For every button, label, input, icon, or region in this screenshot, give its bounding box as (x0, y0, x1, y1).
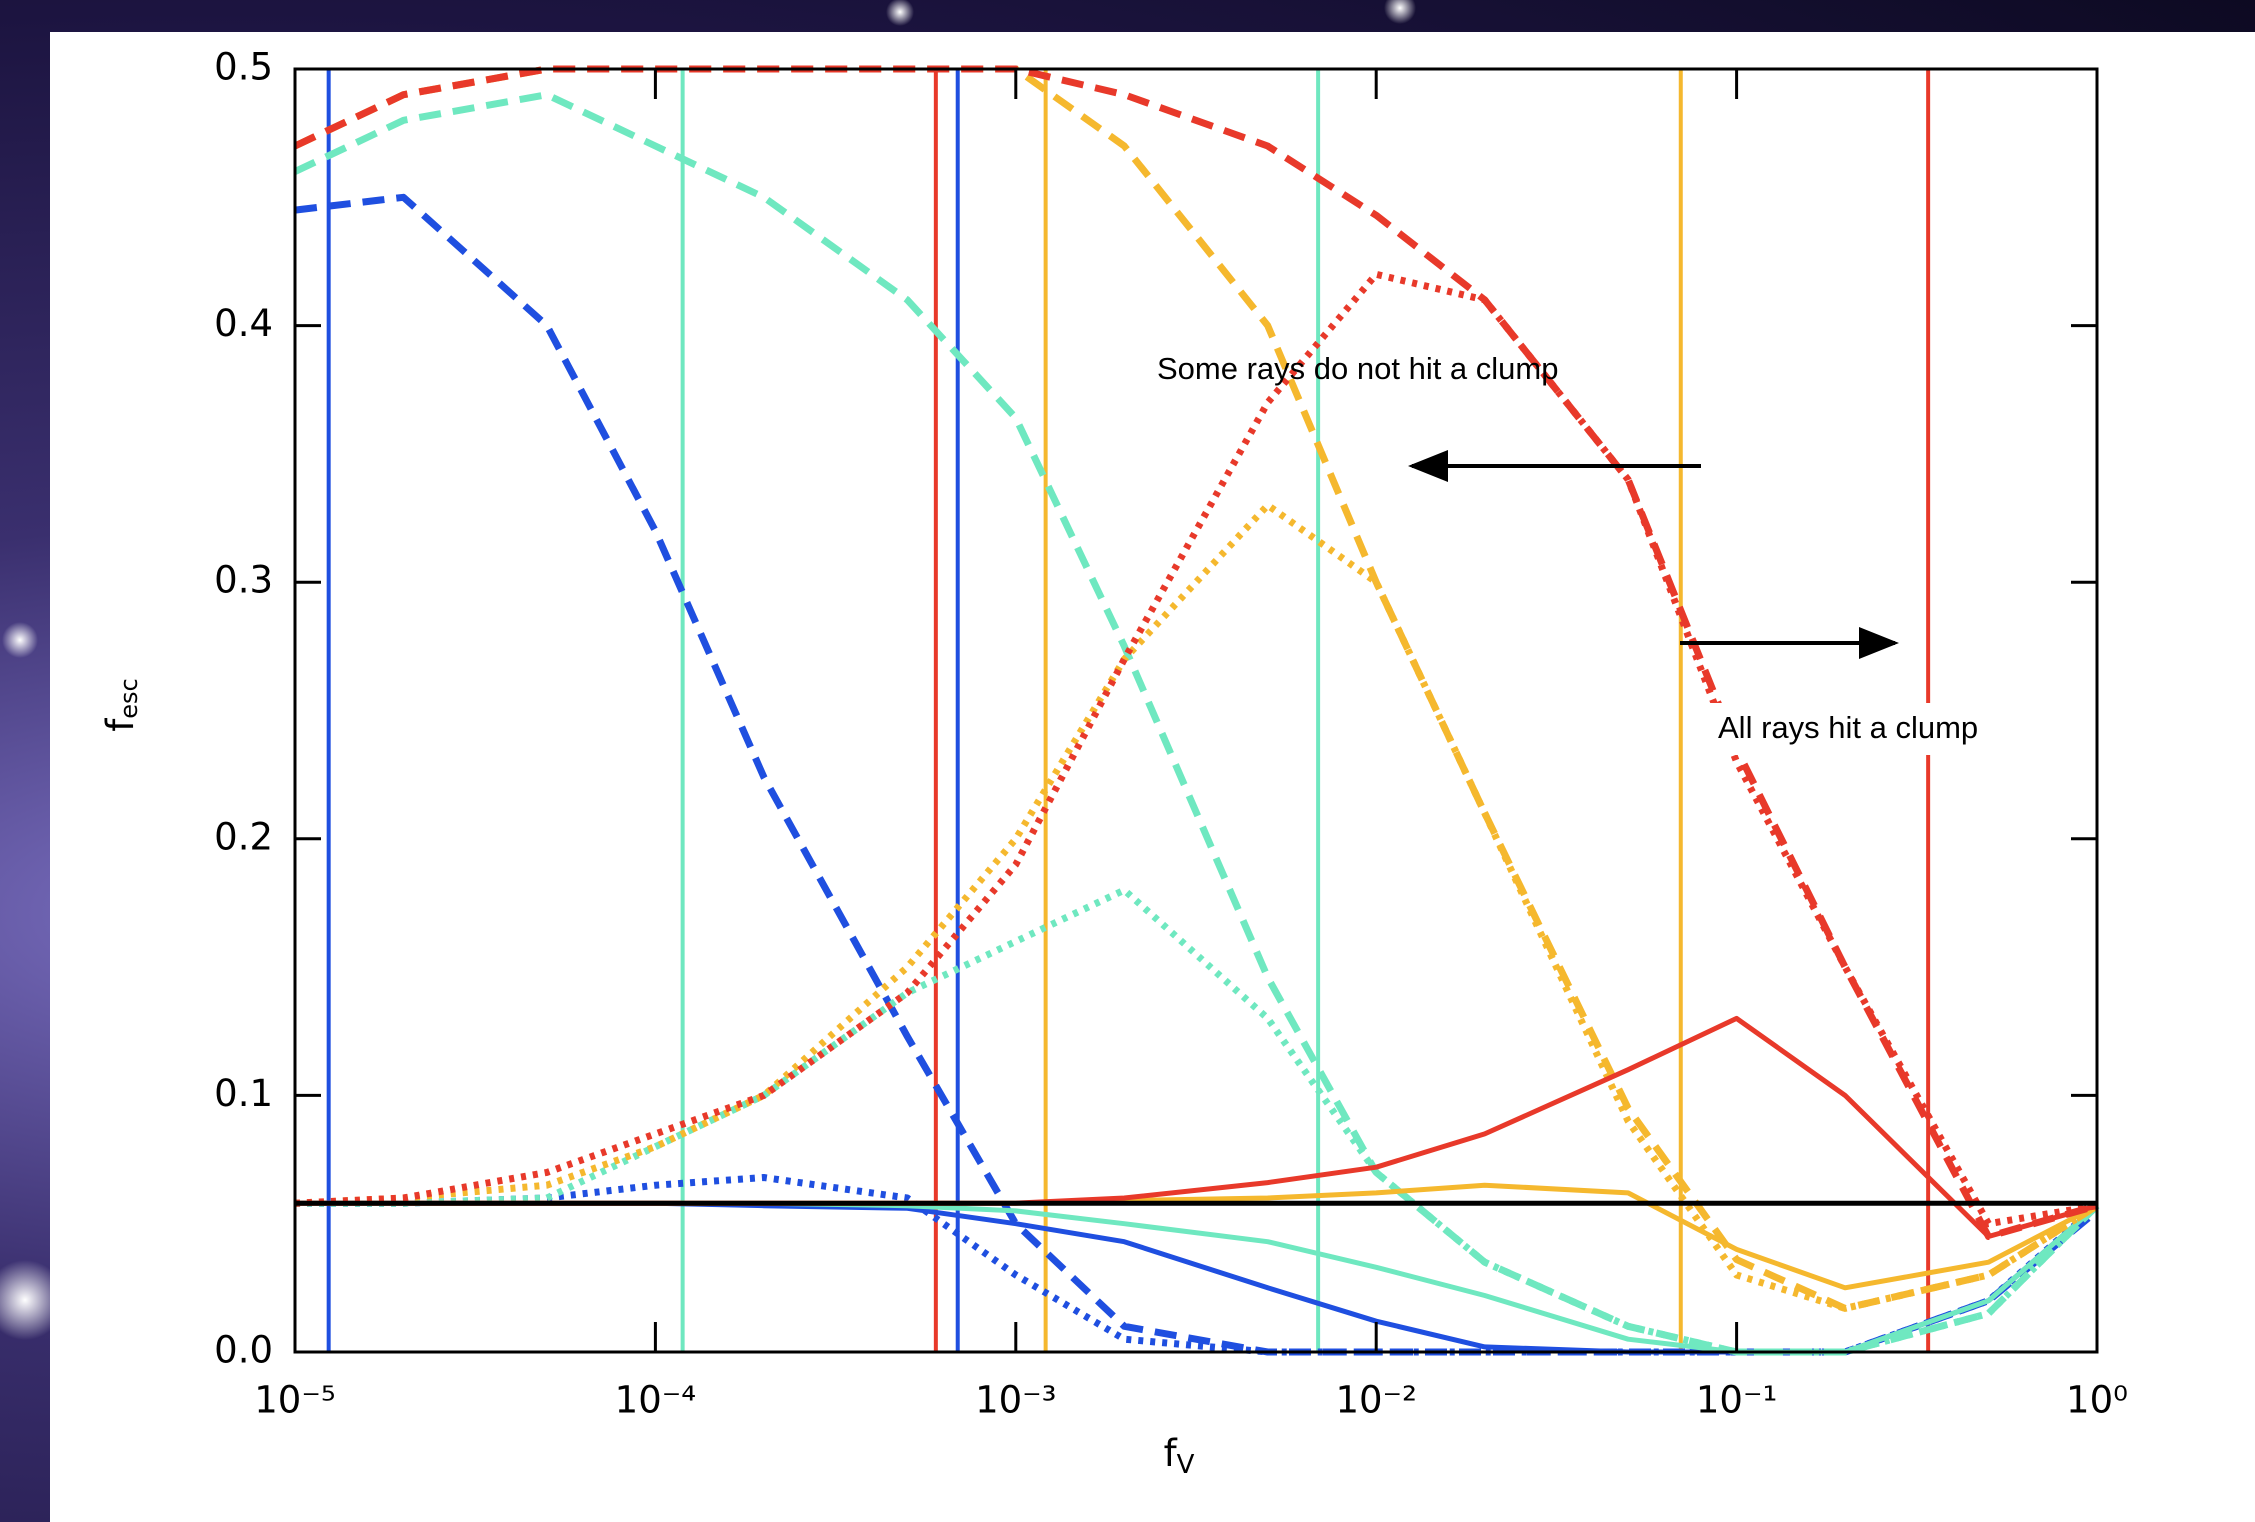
series-line (294, 193, 2100, 1356)
axes-frame (293, 67, 2099, 1354)
y-tick-label: 0.1 (214, 1072, 273, 1115)
annotation: All rays hit a clump (1718, 710, 1978, 745)
panel (50, 32, 2255, 1522)
y-tick-label: 0.4 (214, 302, 273, 345)
annotation: Some rays do not hit a clump (1157, 351, 1558, 386)
x-tick-label: 10⁻¹ (1696, 1379, 1777, 1422)
annotation-box (1705, 703, 2085, 755)
x-axis-label-sub: V (1177, 1450, 1195, 1480)
series-line (294, 270, 2098, 1228)
x-tick-label: 10⁰ (2066, 1379, 2128, 1422)
y-tick-label: 0.5 (214, 46, 273, 89)
x-tick-label: 10⁻² (1335, 1379, 1416, 1422)
x-tick-label: 10⁻⁴ (615, 1379, 696, 1422)
y-tick-label: 0.3 (214, 559, 273, 602)
y-axis-label: fesc (99, 678, 144, 732)
y-tick-label: 0.2 (214, 815, 273, 858)
y-axis-label-main: f (99, 718, 142, 732)
y-tick-label: 0.0 (214, 1329, 273, 1372)
x-axis-label-main: f (1164, 1432, 1178, 1475)
x-tick-label: 10⁻⁵ (254, 1379, 335, 1422)
x-axis-label: fV (1164, 1432, 1195, 1480)
plot-area (293, 65, 2100, 1356)
y-axis-label-sub: esc (115, 678, 143, 718)
background-stars (0, 0, 1416, 1340)
x-tick-label: 10⁻³ (975, 1379, 1056, 1422)
